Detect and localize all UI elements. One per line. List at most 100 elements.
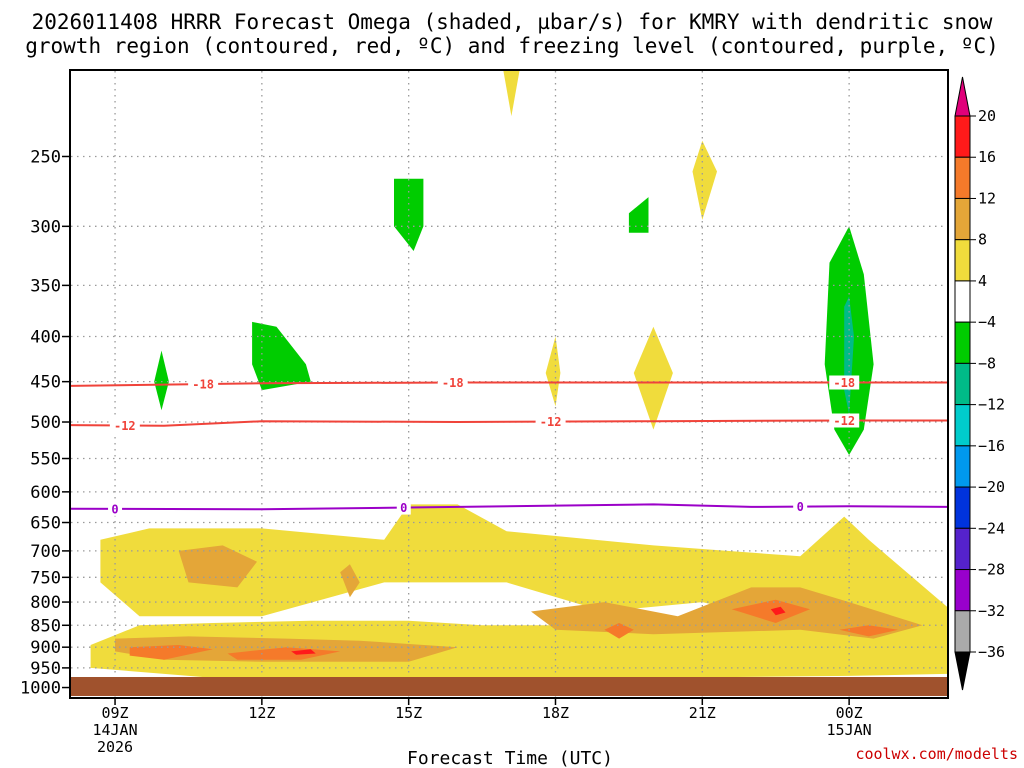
colorbar-swatch-1 [954, 156, 971, 199]
x-tick-label-15Z: 15Z [395, 704, 422, 722]
x-tick-label-09Z: 09Z [101, 704, 128, 722]
colorbar-swatch-4 [954, 280, 971, 323]
omega-area-18 [628, 197, 649, 233]
contour-label-bg [188, 377, 219, 392]
contour-label-freezing-level-0-1: 0 [400, 501, 407, 515]
colorbar-label-13: −36 [978, 643, 1005, 661]
colorbar-top-triangle [954, 76, 971, 117]
omega-area-5 [633, 326, 673, 430]
contour-label-bg [829, 413, 860, 428]
credit-text: coolwx.com/modelts [855, 745, 1018, 763]
colorbar-swatch-5 [954, 321, 971, 364]
contour-lines: -18 -18 -18 -12 -12 -12 0 0 0 [70, 375, 948, 516]
omega-area-4 [545, 336, 561, 407]
omega-area-15 [291, 649, 316, 655]
x-tick-label-00Z: 00Z [836, 704, 863, 722]
omega-area-17 [394, 178, 424, 251]
y-tick-label-300: 300 [30, 217, 61, 237]
contour-label-dendritic-minus12-0: -12 [114, 419, 136, 433]
chart-title-line1: 2026011408 HRRR Forecast Omega (shaded, … [32, 10, 993, 34]
omega-area-20 [252, 321, 311, 391]
y-tick-label-1000: 1000 [20, 679, 61, 699]
colorbar-label-3: 8 [978, 231, 987, 249]
y-tick-label-450: 450 [30, 373, 61, 393]
contour-label-bg [793, 499, 808, 514]
omega-area-1 [100, 504, 947, 648]
y-tick-label-500: 500 [30, 413, 61, 433]
plot-frame [69, 69, 949, 699]
contour-label-bg [829, 375, 860, 390]
omega-area-0 [90, 620, 948, 682]
y-tick-label-700: 700 [30, 542, 61, 562]
chart-title-line2: growth region (contoured, red, ºC) and f… [25, 34, 999, 58]
omega-area-8 [340, 564, 360, 598]
colorbar-swatch-10 [954, 527, 971, 571]
colorbar-label-11: −28 [978, 561, 1005, 579]
colorbar-label-6: −8 [978, 354, 996, 372]
contour-label-bg [535, 414, 566, 429]
omega-area-10 [129, 645, 213, 660]
y-axis: 2503003504004505005506006507007508008509… [20, 147, 70, 699]
colorbar-swatch-12 [954, 610, 971, 653]
contour-label-bg [396, 500, 411, 515]
contour-label-bg [437, 375, 468, 390]
colorbar-label-1: 16 [978, 148, 996, 166]
colorbar-swatch-11 [954, 569, 971, 612]
colorbar-swatch-9 [954, 486, 971, 529]
contour-label-bg [108, 501, 123, 516]
colorbar-bottom-triangle [954, 651, 971, 691]
contour-freezing-level-0 [70, 503, 948, 511]
colorbar: 20 16 12 8 4 −4 −8 −12 −16 −20 −24 −28 −32 −36 [954, 76, 1005, 691]
contour-dendritic-minus18 [70, 381, 947, 387]
contour-label-freezing-level-0-2: 0 [797, 500, 804, 514]
contour-label-freezing-level-0-0: 0 [111, 502, 118, 516]
colorbar-swatch-7 [954, 404, 971, 447]
omega-area-12 [604, 623, 634, 639]
colorbar-label-5: −4 [978, 313, 996, 331]
contour-label-dendritic-minus12-1: -12 [540, 415, 562, 429]
omega-area-2 [503, 70, 520, 117]
colorbar-label-2: 12 [978, 189, 996, 207]
y-tick-label-250: 250 [30, 147, 61, 167]
colorbar-swatch-2 [954, 197, 971, 241]
omega-area-13 [731, 599, 810, 623]
colorbar-label-10: −24 [978, 519, 1005, 537]
contour-label-dendritic-minus18-2: -18 [833, 376, 855, 390]
x-tick-label-18Z: 18Z [542, 704, 569, 722]
x-tick-sublabel2-09Z: 2026 [97, 738, 133, 756]
omega-area-19 [154, 350, 169, 411]
colorbar-label-9: −20 [978, 478, 1005, 496]
colorbar-label-8: −16 [978, 437, 1005, 455]
y-tick-label-600: 600 [30, 483, 61, 503]
contour-label-bg [109, 418, 140, 433]
colorbar-label-12: −32 [978, 602, 1005, 620]
contour-label-dendritic-minus18-1: -18 [442, 376, 464, 390]
colorbar-swatch-3 [954, 239, 971, 282]
omega-area-9 [531, 587, 923, 639]
y-tick-label-950: 950 [30, 659, 61, 679]
y-tick-label-350: 350 [30, 276, 61, 296]
colorbar-label-7: −12 [978, 396, 1005, 414]
colorbar-swatch-0 [954, 115, 971, 158]
y-tick-label-850: 850 [30, 616, 61, 636]
contour-dendritic-minus12 [70, 419, 947, 427]
colorbar-swatch-8 [954, 445, 971, 488]
omega-area-3 [692, 140, 717, 220]
y-tick-label-550: 550 [30, 450, 61, 470]
x-axis-label: Forecast Time (UTC) [407, 748, 613, 768]
omega-area-16 [770, 606, 786, 616]
x-tick-label-12Z: 12Z [248, 704, 275, 722]
x-tick-label-21Z: 21Z [689, 704, 716, 722]
contour-label-dendritic-minus18-0: -18 [192, 378, 214, 392]
omega-shading [90, 70, 948, 682]
omega-area-14 [839, 625, 899, 637]
x-tick-sublabel-09Z: 14JAN [92, 721, 137, 739]
y-tick-label-800: 800 [30, 593, 61, 613]
y-tick-label-750: 750 [30, 568, 61, 588]
y-tick-label-900: 900 [30, 638, 61, 658]
contour-label-dendritic-minus12-2: -12 [833, 414, 855, 428]
x-tick-sublabel-00Z: 15JAN [827, 721, 872, 739]
y-tick-label-650: 650 [30, 514, 61, 534]
omega-area-11 [227, 647, 341, 660]
